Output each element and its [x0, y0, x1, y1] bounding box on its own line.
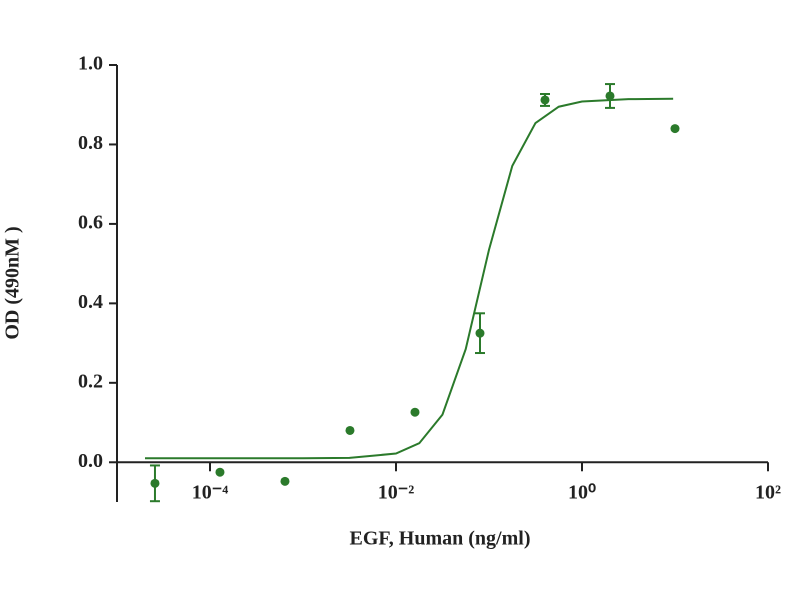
- data-point: [215, 467, 225, 477]
- x-axis-label: EGF, Human (ng/ml): [350, 528, 531, 550]
- data-point: [345, 425, 355, 435]
- data-point: [410, 407, 420, 417]
- x-tick-label: 10²: [755, 482, 781, 504]
- x-tick-label: 10⁻²: [378, 482, 415, 504]
- data-point: [150, 478, 160, 488]
- data-point: [280, 476, 290, 486]
- data-point: [670, 124, 680, 134]
- data-point: [540, 95, 550, 105]
- y-tick-label: 0.0: [78, 450, 103, 472]
- y-tick-label: 0.4: [78, 291, 103, 313]
- x-tick-label: 10⁰: [568, 482, 596, 504]
- y-tick-label: 1.0: [78, 53, 103, 75]
- data-point: [605, 91, 615, 101]
- fit-curve: [144, 97, 674, 460]
- y-axis-label: OD (490nM ): [2, 226, 24, 339]
- y-tick-label: 0.6: [78, 212, 103, 234]
- y-tick-label: 0.2: [78, 370, 103, 392]
- y-tick-label: 0.8: [78, 132, 103, 154]
- x-tick-label: 10⁻⁴: [192, 482, 229, 504]
- data-point: [475, 328, 485, 338]
